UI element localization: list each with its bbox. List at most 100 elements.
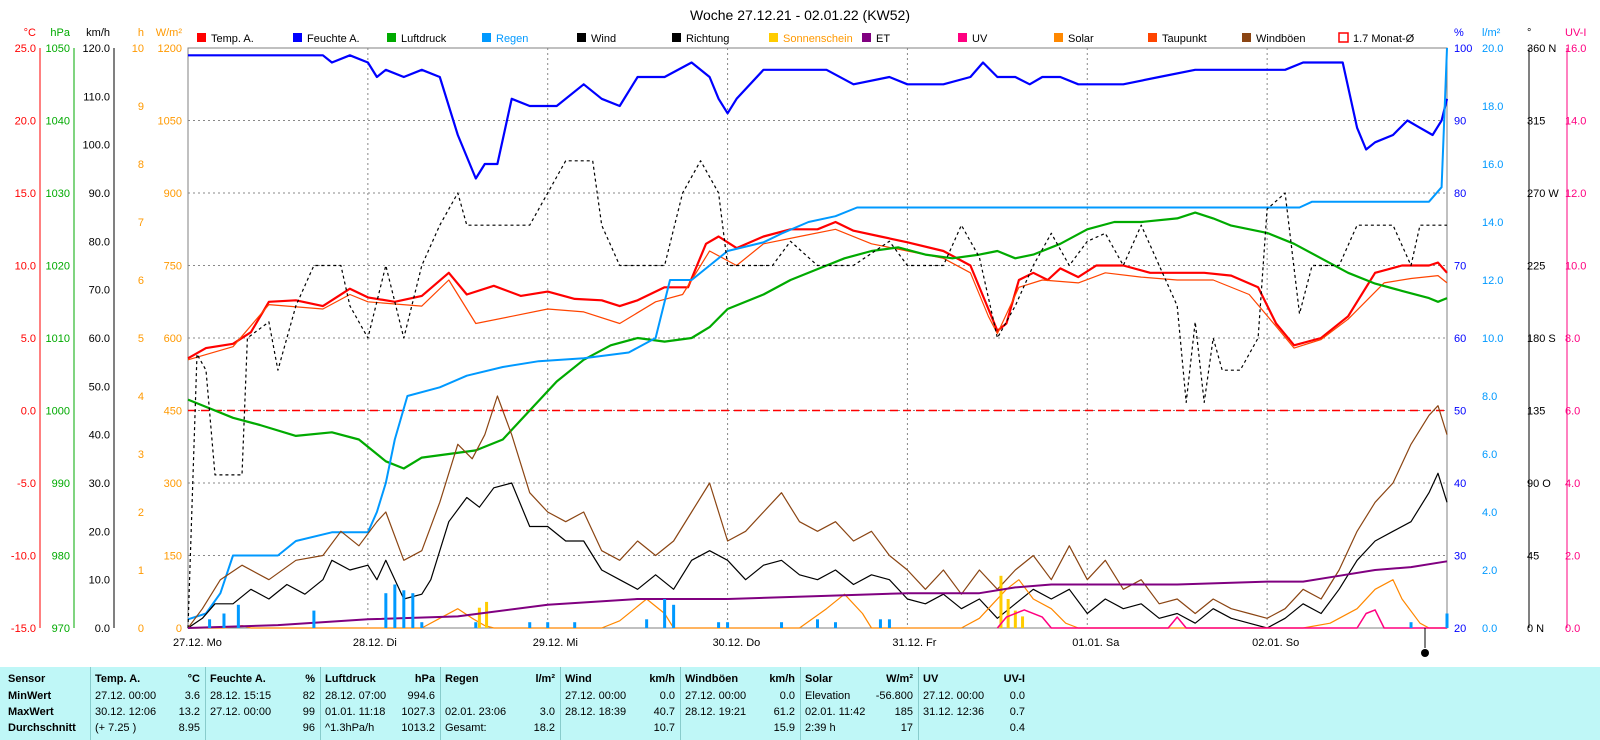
- axis-tick-label-wind: 110.0: [83, 91, 110, 103]
- stats-cell-value: 1013.2: [401, 722, 435, 734]
- filled-square-icon: [197, 33, 206, 42]
- series-feuchte-a-line: [188, 54, 1449, 180]
- stats-cell-label: Elevation: [805, 690, 851, 702]
- axis-tick-label-solar: 750: [164, 261, 182, 273]
- axis-tick-label-sunshine: 3: [138, 449, 144, 461]
- axis-tick-label-rain: 0.0: [1482, 623, 1497, 635]
- axis-tick-label-uv: 12.0: [1565, 188, 1586, 200]
- axis-unit-direction: °: [1527, 27, 1531, 39]
- axis-tick-label-solar: 0: [176, 623, 182, 635]
- axis-tick-label-sunshine: 8: [138, 159, 144, 171]
- axis-tick-label-direction: 360 N: [1527, 43, 1556, 55]
- axis-tick-label-temp: 15.0: [15, 188, 36, 200]
- stats-cell-value: 0.0: [779, 690, 795, 702]
- stats-cell-label: 27.12. 00:00: [210, 706, 272, 718]
- stats-group-name: UV: [923, 673, 939, 685]
- stats-group: Solar W/m² Elevation -56.800 02.01. 11:42 185…: [800, 667, 919, 740]
- legend-label: UV: [972, 33, 988, 45]
- axis-tick-label-uv: 16.0: [1565, 43, 1586, 55]
- axis-tick-label-solar: 600: [164, 333, 182, 345]
- axis-tick-label-humidity: 90: [1454, 116, 1466, 128]
- axis-tick-label-pressure: 1030: [46, 188, 70, 200]
- moon-icon: [1421, 649, 1429, 657]
- stats-cell-value: -56.800: [875, 690, 913, 702]
- x-tick-label: 01.01. Sa: [1072, 637, 1120, 649]
- stats-group-name: Luftdruck: [325, 673, 376, 685]
- axis-tick-label-rain: 6.0: [1482, 449, 1497, 461]
- axis-tick-label-temp: 20.0: [15, 116, 36, 128]
- stats-group-name: Regen: [445, 673, 479, 685]
- legend-label: Feuchte A.: [307, 33, 360, 45]
- axis-tick-label-sunshine: 4: [138, 391, 144, 403]
- axis-tick-label-temp: -15.0: [11, 623, 36, 635]
- stats-cell-label: 27.12. 00:00: [95, 690, 157, 702]
- filled-square-icon: [482, 33, 491, 42]
- axis-tick-label-wind: 50.0: [89, 381, 110, 393]
- axis-tick-label-uv: 6.0: [1565, 406, 1580, 418]
- axis-tick-label-sunshine: 0: [138, 623, 144, 635]
- axis-tick-label-wind: 10.0: [89, 575, 110, 587]
- stats-cell-value: 185: [894, 706, 913, 718]
- x-tick-label: 31.12. Fr: [892, 637, 936, 649]
- legend-label: Richtung: [686, 33, 729, 45]
- stats-cell-label: Gesamt:: [445, 722, 487, 734]
- axis-tick-label-temp: 10.0: [15, 261, 36, 273]
- axis-tick-label-uv: 2.0: [1565, 551, 1580, 563]
- series-richtung-line: [187, 160, 1447, 629]
- axis-tick-label-temp: 5.0: [21, 333, 36, 345]
- stats-group-unit: %: [305, 673, 315, 685]
- x-tick-label: 27.12. Mo: [173, 637, 222, 649]
- axis-tick-label-sunshine: 6: [138, 275, 144, 287]
- series-et-line: [187, 560, 1448, 629]
- axis-tick-label-temp: -10.0: [11, 551, 36, 563]
- axis-tick-label-direction: 45: [1527, 551, 1539, 563]
- stats-cell-label: ^1.3hPa/h: [325, 722, 375, 734]
- axis-tick-label-temp: -5.0: [17, 478, 36, 490]
- axis-tick-label-rain: 12.0: [1482, 275, 1503, 287]
- series-uv-line: [996, 609, 1447, 629]
- legend-label: Temp. A.: [211, 33, 254, 45]
- legend-label: Windböen: [1256, 33, 1306, 45]
- legend-label: ET: [876, 33, 890, 45]
- stats-cell-value: 96: [302, 722, 315, 734]
- stats-cell-value: 3.6: [184, 690, 200, 702]
- legend-label: Regen: [496, 33, 528, 45]
- stats-cell-label: (+ 7.25 ): [95, 722, 137, 734]
- stats-table: Sensor MinWert MaxWert Durchschnitt Temp…: [0, 667, 1600, 740]
- stats-group-unit: °C: [187, 673, 200, 685]
- axis-tick-label-humidity: 30: [1454, 551, 1466, 563]
- legend-label: 1.7 Monat-Ø: [1353, 33, 1415, 45]
- stats-group: Luftdruck hPa 28.12. 07:00 994.6 01.01. 11:1…: [320, 667, 441, 740]
- stats-group-name: Wind: [565, 673, 592, 685]
- axis-tick-label-solar: 1200: [158, 43, 182, 55]
- stats-row-label: MinWert: [8, 690, 52, 702]
- stats-cell-value: 0.0: [659, 690, 675, 702]
- axis-tick-label-wind: 90.0: [89, 188, 110, 200]
- axis-tick-label-sunshine: 7: [138, 217, 144, 229]
- axis-tick-label-humidity: 60: [1454, 333, 1466, 345]
- axis-unit-uv: UV-I: [1565, 27, 1586, 39]
- stats-cell-value: 0.0: [1009, 690, 1025, 702]
- stats-cell-value: 0.4: [1009, 722, 1025, 734]
- stats-cell-label: 27.12. 00:00: [565, 690, 627, 702]
- axis-tick-label-sunshine: 9: [138, 101, 144, 113]
- stats-cell-value: 3.0: [539, 706, 555, 718]
- axis-tick-label-wind: 80.0: [89, 236, 110, 248]
- stats-cell-label: 30.12. 12:06: [95, 706, 157, 718]
- axis-tick-label-sunshine: 2: [138, 507, 144, 519]
- stats-cell-label: 2:39 h: [805, 722, 836, 734]
- axis-tick-label-wind: 30.0: [89, 478, 110, 490]
- axis-unit-pressure: hPa: [50, 27, 70, 39]
- legend-label: Wind: [591, 33, 616, 45]
- axis-tick-label-direction: 180 S: [1527, 333, 1556, 345]
- stats-cell-value: 61.2: [773, 706, 795, 718]
- axis-tick-label-pressure: 1050: [46, 43, 70, 55]
- stats-row-label: Sensor: [8, 673, 46, 685]
- axis-tick-label-pressure: 970: [52, 623, 70, 635]
- series-solar-line: [188, 579, 1447, 629]
- stats-group-unit: km/h: [769, 673, 795, 685]
- stats-cell-label: 27.12. 00:00: [923, 690, 985, 702]
- stats-row-label: MaxWert: [8, 706, 54, 718]
- axis-tick-label-pressure: 1020: [46, 261, 70, 273]
- axis-tick-label-uv: 0.0: [1565, 623, 1580, 635]
